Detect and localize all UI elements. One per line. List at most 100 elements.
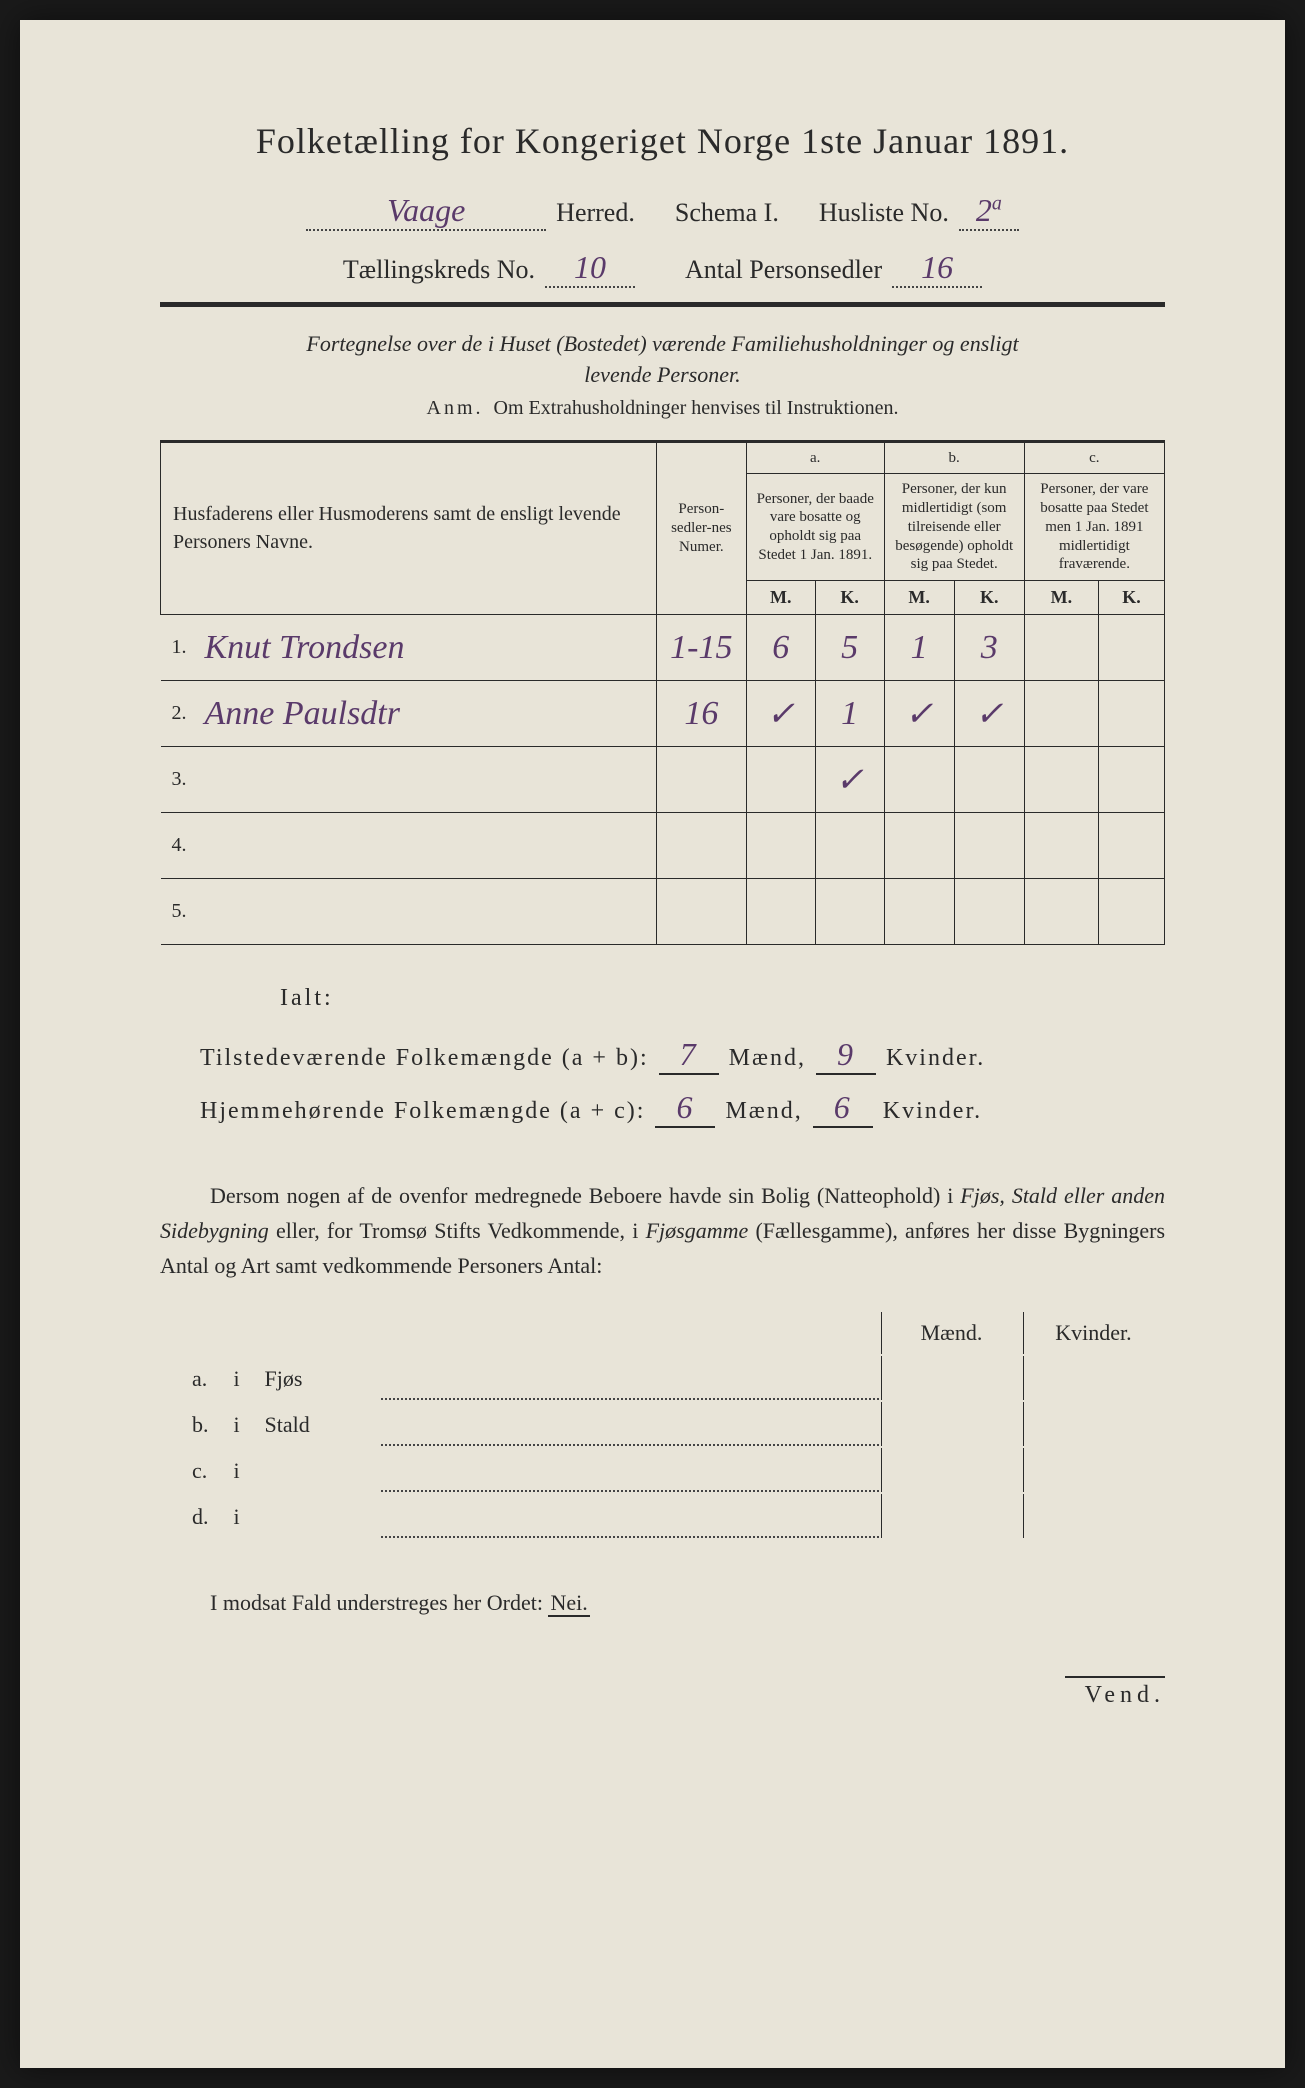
row-bm: ✓: [884, 681, 954, 747]
row-ak: [815, 813, 884, 879]
sub-letter: b.: [162, 1402, 215, 1446]
row-ck: [1099, 615, 1165, 681]
census-form-page: Folketælling for Kongeriget Norge 1ste J…: [20, 20, 1285, 2068]
schema-label: Schema I.: [675, 198, 779, 228]
sub-dots: [381, 1448, 880, 1492]
row-num: 1.: [161, 615, 195, 681]
col-c-letter: c.: [1024, 441, 1164, 474]
row-name: [195, 813, 657, 879]
sub-i: i: [217, 1448, 257, 1492]
outbuilding-paragraph: Dersom nogen af de ovenfor medregnede Be…: [160, 1178, 1165, 1284]
resident-k: 6: [813, 1089, 873, 1128]
sub-type: Stald: [259, 1402, 379, 1446]
sub-row: d.i: [162, 1494, 1163, 1538]
row-ck: [1099, 879, 1165, 945]
antal-label: Antal Personsedler: [685, 255, 882, 285]
anm-note: Anm. Om Extrahusholdninger henvises til …: [160, 397, 1165, 420]
row-bk: 3: [954, 615, 1024, 681]
husliste-label: Husliste No.: [819, 198, 949, 228]
col-c-m: M.: [1024, 581, 1098, 615]
row-ps: [656, 813, 746, 879]
row-cm: [1024, 681, 1098, 747]
sub-k-val: [1023, 1356, 1163, 1400]
totals-block: Ialt: Tilstedeværende Folkemængde (a + b…: [200, 985, 1165, 1128]
sub-type: [259, 1448, 379, 1492]
form-title: Folketælling for Kongeriget Norge 1ste J…: [160, 120, 1165, 162]
table-row: 2.Anne Paulsdtr16✓1✓✓: [161, 681, 1165, 747]
row-am: [746, 747, 815, 813]
col-b-letter: b.: [884, 441, 1024, 474]
ialt-label: Ialt:: [280, 985, 1165, 1012]
col-a-desc: Personer, der baade vare bosatte og opho…: [746, 474, 884, 581]
present-m: 7: [659, 1036, 719, 1075]
row-ps: [656, 879, 746, 945]
sub-i: i: [217, 1494, 257, 1538]
sub-letter: d.: [162, 1494, 215, 1538]
col-c-desc: Personer, der vare bosatte paa Stedet me…: [1024, 474, 1164, 581]
row-cm: [1024, 615, 1098, 681]
row-ck: [1099, 747, 1165, 813]
row-ak: 5: [815, 615, 884, 681]
household-table: Husfaderens eller Husmoderens samt de en…: [160, 440, 1165, 946]
row-cm: [1024, 813, 1098, 879]
row-num: 3.: [161, 747, 195, 813]
husliste-value: 2a: [959, 192, 1019, 231]
row-name: Anne Paulsdtr: [195, 681, 657, 747]
sub-letter: c.: [162, 1448, 215, 1492]
herred-label: Herred.: [556, 198, 635, 228]
row-cm: [1024, 747, 1098, 813]
row-bm: 1: [884, 615, 954, 681]
col-a-k: K.: [815, 581, 884, 615]
row-bk: [954, 813, 1024, 879]
outbuilding-table: Mænd. Kvinder. a.iFjøs b.iStald c.i d.i: [160, 1310, 1165, 1540]
sub-k-val: [1023, 1448, 1163, 1492]
col-a-m: M.: [746, 581, 815, 615]
sub-i: i: [217, 1402, 257, 1446]
row-bk: [954, 747, 1024, 813]
row-ck: [1099, 813, 1165, 879]
sub-m-val: [881, 1356, 1021, 1400]
table-row: 3. ✓: [161, 747, 1165, 813]
resident-m: 6: [655, 1089, 715, 1128]
sub-row: c.i: [162, 1448, 1163, 1492]
row-ak: [815, 879, 884, 945]
row-bk: ✓: [954, 681, 1024, 747]
header-row-2: Tællingskreds No. 10 Antal Personsedler …: [160, 249, 1165, 288]
row-name: [195, 747, 657, 813]
totals-present: Tilstedeværende Folkemængde (a + b): 7 M…: [200, 1036, 1165, 1075]
row-name: [195, 879, 657, 945]
row-ak: 1: [815, 681, 884, 747]
table-row: 5.: [161, 879, 1165, 945]
row-bm: [884, 879, 954, 945]
row-ps: [656, 747, 746, 813]
row-num: 5.: [161, 879, 195, 945]
sub-row: b.iStald: [162, 1402, 1163, 1446]
sub-type: Fjøs: [259, 1356, 379, 1400]
totals-resident: Hjemmehørende Folkemængde (a + c): 6 Mæn…: [200, 1089, 1165, 1128]
antal-value: 16: [892, 249, 982, 288]
row-cm: [1024, 879, 1098, 945]
row-ak: ✓: [815, 747, 884, 813]
col-b-k: K.: [954, 581, 1024, 615]
sub-m-val: [881, 1448, 1021, 1492]
row-bm: [884, 813, 954, 879]
row-am: [746, 813, 815, 879]
sub-maend: Mænd.: [881, 1312, 1021, 1354]
row-am: ✓: [746, 681, 815, 747]
sub-letter: a.: [162, 1356, 215, 1400]
present-k: 9: [816, 1036, 876, 1075]
sub-m-val: [881, 1402, 1021, 1446]
row-ps: 16: [656, 681, 746, 747]
sub-row: a.iFjøs: [162, 1356, 1163, 1400]
row-name: Knut Trondsen: [195, 615, 657, 681]
subtitle: Fortegnelse over de i Huset (Bostedet) v…: [160, 329, 1165, 391]
col-b-desc: Personer, der kun midlertidigt (som tilr…: [884, 474, 1024, 581]
nei-line: I modsat Fald understreges her Ordet: Ne…: [160, 1590, 1165, 1616]
sub-k-val: [1023, 1402, 1163, 1446]
col-b-m: M.: [884, 581, 954, 615]
kreds-label: Tællingskreds No.: [343, 255, 535, 285]
col-a-letter: a.: [746, 441, 884, 474]
sub-dots: [381, 1356, 880, 1400]
table-row: 1.Knut Trondsen1-156513: [161, 615, 1165, 681]
row-am: [746, 879, 815, 945]
